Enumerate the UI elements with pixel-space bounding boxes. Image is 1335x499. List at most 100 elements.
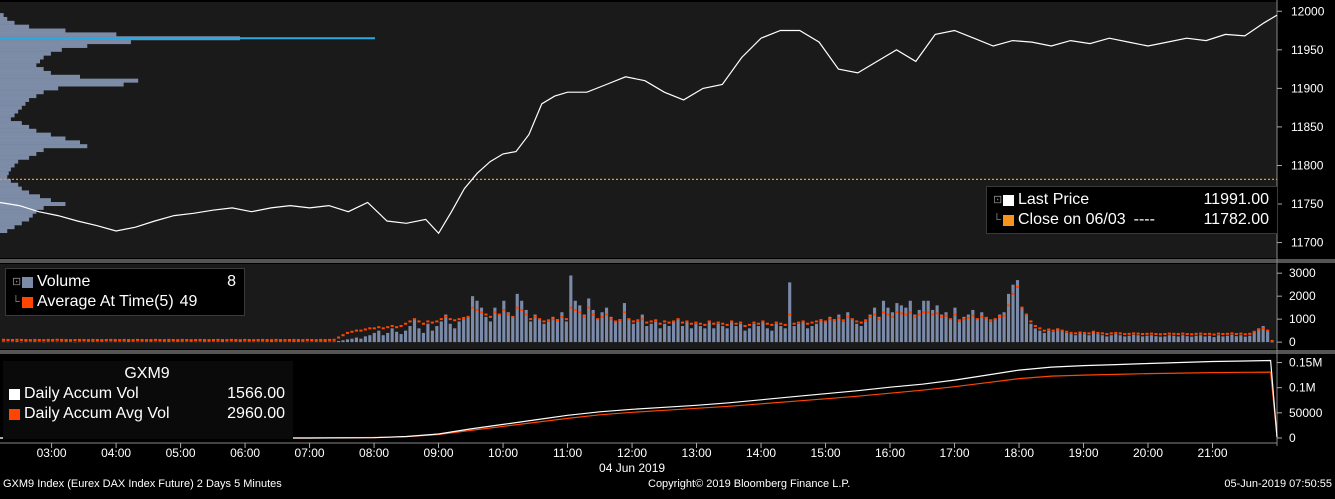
volume-bar bbox=[211, 341, 216, 343]
volume-bar bbox=[1123, 336, 1127, 343]
volume-bar bbox=[971, 309, 975, 343]
average-marker bbox=[703, 323, 707, 326]
average-marker bbox=[694, 321, 698, 324]
average-marker bbox=[953, 313, 957, 316]
average-marker bbox=[761, 320, 765, 323]
average-marker bbox=[698, 322, 702, 325]
average-marker bbox=[716, 321, 720, 324]
footer-security: GXM9 Index (Eurex DAX Index Future) 2 Da… bbox=[3, 478, 282, 490]
average-marker bbox=[587, 306, 591, 309]
volume-bar bbox=[60, 341, 64, 343]
profile-bar bbox=[0, 32, 117, 37]
average-marker bbox=[1002, 314, 1006, 317]
volume-bar bbox=[363, 336, 367, 343]
average-marker bbox=[618, 319, 622, 322]
average-marker bbox=[940, 315, 944, 318]
average-marker bbox=[10, 339, 15, 342]
average-marker bbox=[1221, 333, 1225, 336]
volume-bar bbox=[319, 341, 323, 343]
volume-bar bbox=[158, 341, 162, 343]
profile-bar bbox=[0, 194, 40, 199]
average-marker bbox=[810, 321, 814, 324]
average-marker bbox=[368, 327, 372, 330]
volume-bar bbox=[993, 319, 997, 343]
average-marker bbox=[904, 313, 908, 316]
average-marker bbox=[747, 323, 752, 326]
volume-bar bbox=[453, 328, 457, 343]
volume-bar bbox=[1248, 335, 1252, 343]
average-marker bbox=[180, 338, 184, 341]
volume-bar bbox=[1042, 332, 1046, 343]
volume-bar bbox=[694, 323, 698, 343]
panel-divider bbox=[0, 350, 1335, 354]
volume-bar bbox=[980, 312, 984, 343]
average-marker bbox=[1074, 332, 1078, 335]
volume-bar bbox=[1082, 334, 1087, 343]
profile-bar bbox=[0, 40, 131, 45]
volume-bar bbox=[350, 338, 354, 343]
time-tick-label: 13:00 bbox=[682, 446, 712, 460]
volume-bar bbox=[837, 314, 841, 343]
volume-bar bbox=[439, 321, 443, 343]
average-marker bbox=[33, 338, 37, 341]
average-marker bbox=[689, 322, 693, 325]
volume-bar bbox=[779, 326, 783, 343]
volume-bar bbox=[421, 332, 425, 343]
volume-bar bbox=[676, 319, 680, 343]
average-marker bbox=[475, 308, 479, 311]
last-price-value: 11991.00 bbox=[1203, 191, 1269, 208]
date-label: 04 Jun 2019 bbox=[599, 461, 665, 475]
average-marker bbox=[962, 318, 966, 321]
volume-bar bbox=[216, 341, 220, 343]
profile-bar bbox=[0, 178, 11, 183]
volume-bar bbox=[144, 341, 149, 343]
volume-bar bbox=[323, 341, 327, 343]
average-marker bbox=[319, 338, 323, 341]
profile-bar bbox=[0, 51, 51, 56]
volume-bar bbox=[180, 341, 184, 343]
average-marker bbox=[743, 325, 747, 328]
time-tick-label: 16:00 bbox=[875, 446, 905, 460]
volume-bar bbox=[636, 321, 640, 343]
volume-bar bbox=[560, 312, 564, 343]
profile-bar bbox=[0, 13, 4, 18]
volume-bar bbox=[1029, 323, 1033, 343]
volume-bar bbox=[1230, 334, 1234, 343]
volume-bar bbox=[256, 341, 260, 343]
volume-bar bbox=[448, 323, 452, 343]
last-price-swatch bbox=[1003, 194, 1014, 206]
average-marker bbox=[1203, 333, 1207, 336]
average-marker bbox=[430, 321, 434, 324]
average-marker bbox=[484, 313, 488, 316]
volume-bar bbox=[64, 341, 68, 343]
volume-bar bbox=[877, 316, 881, 343]
average-marker bbox=[899, 312, 903, 315]
volume-bar bbox=[1024, 314, 1028, 343]
average-marker bbox=[185, 339, 189, 342]
average-marker bbox=[895, 311, 899, 314]
volume-bar bbox=[761, 321, 765, 343]
volume-bar bbox=[783, 328, 787, 343]
average-marker bbox=[1149, 332, 1154, 335]
average-marker bbox=[502, 308, 506, 311]
volume-bar bbox=[1114, 334, 1118, 343]
average-marker bbox=[596, 318, 600, 321]
close-label: Close on 06/03 bbox=[1018, 211, 1126, 228]
volume-bar bbox=[283, 341, 287, 343]
average-marker bbox=[1078, 331, 1082, 334]
average-marker bbox=[100, 339, 104, 342]
average-marker bbox=[1181, 332, 1185, 335]
panel-divider bbox=[0, 259, 1335, 263]
average-swatch bbox=[22, 296, 33, 308]
average-marker bbox=[1096, 331, 1100, 334]
volume-bar bbox=[890, 312, 894, 343]
volume-bar bbox=[238, 341, 242, 343]
volume-bar bbox=[573, 300, 577, 343]
volume-bar bbox=[868, 314, 872, 343]
time-tick-label: 11:00 bbox=[553, 446, 582, 460]
volume-bar bbox=[984, 316, 988, 343]
average-marker bbox=[855, 320, 859, 323]
average-marker bbox=[672, 320, 676, 323]
volume-bar bbox=[430, 330, 434, 343]
volume-bar bbox=[649, 323, 653, 343]
